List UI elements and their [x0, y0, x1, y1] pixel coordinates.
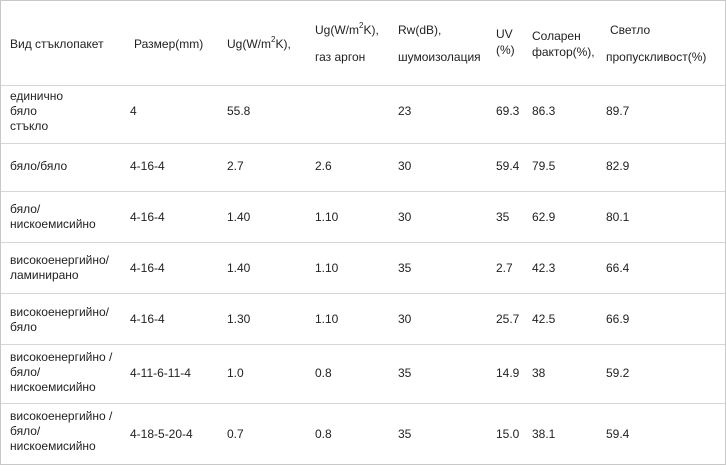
cell-light: 66.4 — [606, 261, 630, 275]
cell-ug-argon: 0.8 — [315, 366, 332, 380]
cell-uv: 14.9 — [496, 366, 520, 380]
cell-solar: 42.5 — [532, 312, 556, 326]
cell-uv: 59.4 — [496, 159, 520, 173]
cell-ug: 55.8 — [227, 104, 251, 118]
header-solar: Соларен — [532, 29, 581, 43]
header-solar-line2: фактор(%), — [532, 45, 595, 59]
header-ug: Ug(W/m2K), — [227, 35, 291, 52]
cell-ug: 2.7 — [227, 159, 244, 173]
cell-rw: 23 — [398, 104, 412, 118]
table-header-row: Вид стъклопакет Размер(mm) Ug(W/m2K), Ug… — [1, 1, 725, 86]
header-type: Вид стъклопакет — [10, 37, 104, 51]
header-rw: Rw(dB), — [398, 23, 442, 37]
cell-size: 4-16-4 — [130, 159, 165, 173]
cell-solar: 86.3 — [532, 104, 556, 118]
cell-rw: 30 — [398, 210, 412, 224]
cell-ug-argon: 1.10 — [315, 261, 339, 275]
cell-light: 82.9 — [606, 159, 630, 173]
cell-solar: 62.9 — [532, 210, 556, 224]
cell-uv: 35 — [496, 210, 510, 224]
header-light-line2: пропускливост(%) — [606, 50, 707, 64]
cell-ug-argon: 0.8 — [315, 427, 332, 441]
table-row: бяло/нискоемисийно 4-16-4 1.40 1.10 30 3… — [1, 191, 725, 243]
cell-light: 59.2 — [606, 366, 630, 380]
cell-type: високоенергийно / бяло/нискоемисийно — [10, 409, 113, 453]
cell-rw: 35 — [398, 261, 412, 275]
cell-rw: 35 — [398, 366, 412, 380]
cell-type: високоенергийно/ламинирано — [10, 253, 110, 282]
cell-size: 4-16-4 — [130, 312, 165, 326]
cell-ug-argon: 1.10 — [315, 312, 339, 326]
cell-type: бяло/нискоемисийно — [10, 202, 96, 231]
cell-size: 4-16-4 — [130, 261, 165, 275]
cell-uv: 69.3 — [496, 104, 520, 118]
cell-ug-argon: 2.6 — [315, 159, 332, 173]
cell-light: 66.9 — [606, 312, 630, 326]
cell-light: 89.7 — [606, 104, 630, 118]
table-row: високоенергийно/бяло 4-16-4 1.30 1.10 30… — [1, 293, 725, 345]
cell-uv: 2.7 — [496, 261, 513, 275]
cell-ug: 0.7 — [227, 427, 244, 441]
header-size: Размер(mm) — [134, 37, 204, 51]
cell-uv: 15.0 — [496, 427, 520, 441]
cell-size: 4-18-5-20-4 — [130, 427, 193, 441]
cell-solar: 38 — [532, 366, 546, 380]
cell-ug: 1.40 — [227, 210, 251, 224]
cell-solar: 79.5 — [532, 159, 556, 173]
cell-type: високоенергийно / бяло/нискоемисийно — [10, 350, 113, 394]
cell-ug-argon: 1.10 — [315, 210, 339, 224]
header-uv-line2: (%) — [496, 43, 515, 57]
header-ug-argon: Ug(W/m2K), — [315, 21, 379, 38]
cell-size: 4 — [130, 104, 137, 118]
cell-uv: 25.7 — [496, 312, 520, 326]
cell-light: 59.4 — [606, 427, 630, 441]
header-uv: UV — [496, 27, 513, 41]
cell-type: бяло/бяло — [10, 159, 68, 173]
cell-ug: 1.30 — [227, 312, 251, 326]
cell-size: 4-11-6-11-4 — [130, 366, 191, 380]
cell-type: единично бяло стъкло — [10, 89, 63, 133]
table-row: бяло/бяло 4-16-4 2.7 2.6 30 59.4 79.5 82… — [1, 143, 725, 192]
header-light: Светло — [610, 23, 651, 37]
table-row: високоенергийно / бяло/нискоемисийно 4-11… — [1, 344, 725, 404]
cell-ug: 1.0 — [227, 366, 244, 380]
cell-rw: 30 — [398, 159, 412, 173]
cell-type: високоенергийно/бяло — [10, 305, 110, 334]
cell-rw: 35 — [398, 427, 412, 441]
header-rw-line2: шумоизолация — [398, 50, 481, 64]
cell-light: 80.1 — [606, 210, 630, 224]
cell-solar: 42.3 — [532, 261, 556, 275]
table-row: високоенергийно / бяло/нискоемисийно 4-18… — [1, 403, 725, 464]
cell-ug: 1.40 — [227, 261, 251, 275]
table-row: единично бяло стъкло 4 55.8 23 69.3 86.3 8… — [1, 85, 725, 144]
header-ug-argon-line2: газ аргон — [315, 50, 366, 64]
table-row: високоенергийно/ламинирано 4-16-4 1.40 1… — [1, 242, 725, 294]
cell-rw: 30 — [398, 312, 412, 326]
cell-size: 4-16-4 — [130, 210, 165, 224]
cell-solar: 38.1 — [532, 427, 556, 441]
